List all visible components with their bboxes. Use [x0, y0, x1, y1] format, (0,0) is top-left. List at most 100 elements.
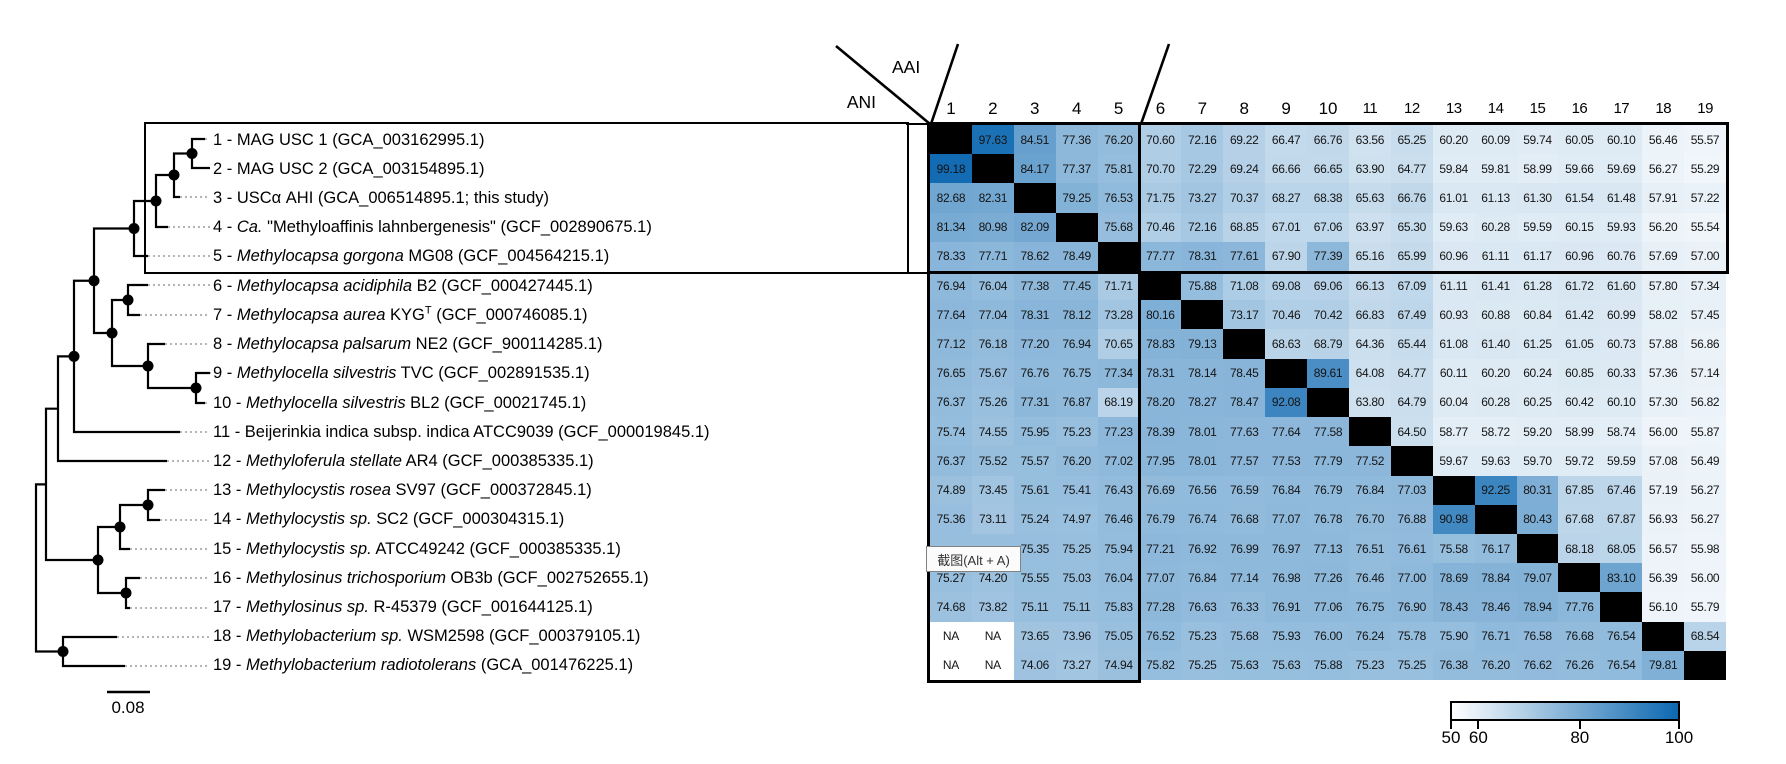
matrix-cell-r2-c10: 66.65 [1307, 154, 1349, 184]
matrix-cell-r12-c3: 75.57 [1013, 446, 1056, 476]
matrix-cell-r11-c8: 77.63 [1223, 417, 1266, 447]
matrix-cell-r7-c3: 78.31 [1013, 300, 1056, 330]
matrix-cell-r14-c8: 76.68 [1223, 504, 1266, 534]
matrix-cell-r9-c13: 60.11 [1432, 358, 1475, 388]
matrix-cell-r16-c18: 56.39 [1642, 563, 1685, 593]
matrix-cell-r1-c6: 70.60 [1139, 125, 1182, 155]
matrix-cell-r18-c10: 76.00 [1307, 621, 1349, 651]
matrix-cell-r9-c8: 78.45 [1223, 358, 1266, 388]
matrix-cell-r8-c9: 68.63 [1265, 329, 1308, 359]
matrix-cell-r3-c5: 76.53 [1097, 183, 1140, 213]
matrix-cell-r15-c12: 76.61 [1390, 533, 1433, 564]
matrix-cell-r19-c1: NA [930, 650, 972, 680]
taxon-label-11: 11 - Beijerinkia indica subsp. indica AT… [213, 422, 710, 441]
matrix-cell-r13-c7: 76.56 [1181, 475, 1224, 505]
matrix-cell-r19-c9: 75.63 [1265, 650, 1308, 680]
matrix-cell-r3-c7: 73.27 [1181, 183, 1224, 213]
matrix-cell-r17-c9: 76.91 [1265, 592, 1308, 622]
matrix-cell-r13-c17: 67.46 [1600, 475, 1643, 505]
matrix-cell-r10-c9: 92.08 [1265, 387, 1308, 418]
matrix-cell-r10-c12: 64.79 [1390, 387, 1433, 418]
matrix-cell-r12-c5: 77.02 [1097, 446, 1140, 476]
matrix-cell-r13-c14: 92.25 [1474, 475, 1517, 505]
matrix-cell-r1-c18: 56.46 [1642, 125, 1685, 155]
matrix-cell-r14-c2: 73.11 [971, 504, 1014, 534]
matrix-cell-r2-c9: 66.66 [1265, 154, 1308, 184]
matrix-cell-r1-c9: 66.47 [1265, 125, 1308, 155]
matrix-col-header-6: 6 [1155, 99, 1166, 118]
taxon-label-15: 15 - Methylocystis sp. ATCC49242 (GCF_00… [213, 539, 621, 558]
matrix-cell-r4-c18: 56.20 [1642, 212, 1685, 242]
matrix-cell-r12-c19: 56.49 [1684, 446, 1726, 476]
matrix-cell-r7-c12: 67.49 [1390, 300, 1433, 330]
matrix-cell-r12-c6: 77.95 [1139, 446, 1182, 476]
matrix-cell-r7-c18: 58.02 [1642, 300, 1685, 330]
matrix-cell-r7-c11: 66.83 [1348, 300, 1391, 330]
matrix-cell-r18-c11: 76.24 [1348, 621, 1391, 651]
matrix-cell-r14-c15: 80.43 [1516, 504, 1559, 534]
matrix-cell-r2-c7: 72.29 [1181, 154, 1224, 184]
matrix-cell-r3-c13: 61.01 [1432, 183, 1475, 213]
matrix-cell-r13-c16: 67.85 [1558, 475, 1601, 505]
matrix-cell-r1-c2: 97.63 [971, 125, 1014, 155]
matrix-cell-r7-c13: 60.93 [1432, 300, 1475, 330]
matrix-col-header-15: 15 [1529, 100, 1546, 117]
taxon-label-14: 14 - Methylocystis sp. SC2 (GCF_00030431… [213, 510, 565, 529]
matrix-cell-r15-c14: 76.17 [1474, 533, 1517, 564]
matrix-cell-r8-c14: 61.40 [1474, 329, 1517, 359]
matrix-cell-r7-c6: 80.16 [1139, 300, 1182, 330]
taxon-label-13: 13 - Methylocystis rosea SV97 (GCF_00037… [213, 481, 592, 500]
matrix-cell-r3-c2: 82.31 [971, 183, 1014, 213]
matrix-cell-r18-c9: 75.93 [1265, 621, 1308, 651]
matrix-cell-r1-c5: 76.20 [1097, 125, 1140, 155]
matrix-cell-r11-c1: 75.74 [930, 417, 972, 447]
matrix-cell-r10-c3: 77.31 [1013, 387, 1056, 418]
ani-aai-matrix: 97.63 84.51 77.36 76.20 70.60 72.16 69.22 66.47… [930, 125, 1726, 680]
matrix-cell-r14-c4: 74.97 [1055, 504, 1098, 534]
matrix-col-header-2: 2 [988, 99, 998, 118]
matrix-cell-r4-c16: 60.15 [1558, 212, 1601, 242]
matrix-cell-r18-c4: 73.96 [1055, 621, 1098, 651]
matrix-cell-r13-c1: 74.89 [930, 475, 972, 505]
taxon-label-3: 3 - USCα AHI (GCA_006514895.1; this stud… [213, 189, 550, 208]
matrix-cell-r14-c13: 90.98 [1432, 504, 1475, 534]
taxon-label-9: 9 - Methylocella silvestris TVC (GCF_002… [213, 364, 590, 383]
matrix-cell-r8-c10: 68.79 [1307, 329, 1349, 359]
matrix-cell-r5-c16: 60.96 [1558, 241, 1601, 272]
tree-node-dots [57, 148, 202, 657]
matrix-cell-r6-c3: 77.38 [1013, 271, 1056, 301]
matrix-cell-r1-c7: 72.16 [1181, 125, 1224, 155]
matrix-cell-r11-c12: 64.50 [1390, 417, 1433, 447]
matrix-cell-r2-c19: 55.29 [1684, 154, 1726, 184]
matrix-cell-r15-c4: 75.25 [1055, 533, 1098, 564]
matrix-cell-r11-c6: 78.39 [1139, 417, 1182, 447]
matrix-cell-r14-c11: 76.70 [1348, 504, 1391, 534]
matrix-cell-r19-c7: 75.25 [1181, 650, 1224, 680]
matrix-cell-r3-c8: 70.37 [1223, 183, 1266, 213]
matrix-cell-r5-c9: 67.90 [1265, 241, 1308, 272]
matrix-cell-r3-c4: 79.25 [1055, 183, 1098, 213]
matrix-cell-r18-c12: 75.78 [1390, 621, 1433, 651]
screenshot-tool-tooltip[interactable]: 截图(Alt + A) [926, 546, 1021, 572]
matrix-cell-r18-c14: 76.71 [1474, 621, 1517, 651]
matrix-cell-r16-c12: 77.00 [1390, 563, 1433, 593]
matrix-cell-r3-c9: 68.27 [1265, 183, 1308, 213]
matrix-cell-r10-c10 [1307, 387, 1349, 418]
matrix-cell-r14-c7: 76.74 [1181, 504, 1224, 534]
matrix-cell-r4-c19: 55.54 [1684, 212, 1726, 242]
matrix-cell-r6-c5: 71.71 [1097, 271, 1140, 301]
matrix-cell-r9-c3: 76.76 [1013, 358, 1056, 388]
taxon-label-17: 17 - Methylosinus sp. R-45379 (GCF_00164… [213, 597, 593, 616]
matrix-cell-r14-c1: 75.36 [930, 504, 972, 534]
matrix-cell-r7-c4: 78.12 [1055, 300, 1098, 330]
taxon-label-6: 6 - Methylocapsa acidiphila B2 (GCF_0004… [213, 276, 593, 295]
matrix-cell-r4-c17: 59.93 [1600, 212, 1643, 242]
matrix-cell-r10-c18: 57.30 [1642, 387, 1685, 418]
matrix-cell-r2-c5: 75.81 [1097, 154, 1140, 184]
matrix-cell-r15-c5: 75.94 [1097, 533, 1140, 564]
matrix-cell-r14-c16: 67.68 [1558, 504, 1601, 534]
legend-tick-label-80: 80 [1570, 728, 1590, 747]
taxon-label-1: 1 - MAG USC 1 (GCA_003162995.1) [213, 130, 485, 149]
matrix-cell-r5-c15: 61.17 [1516, 241, 1559, 272]
matrix-cell-r13-c5: 76.43 [1097, 475, 1140, 505]
